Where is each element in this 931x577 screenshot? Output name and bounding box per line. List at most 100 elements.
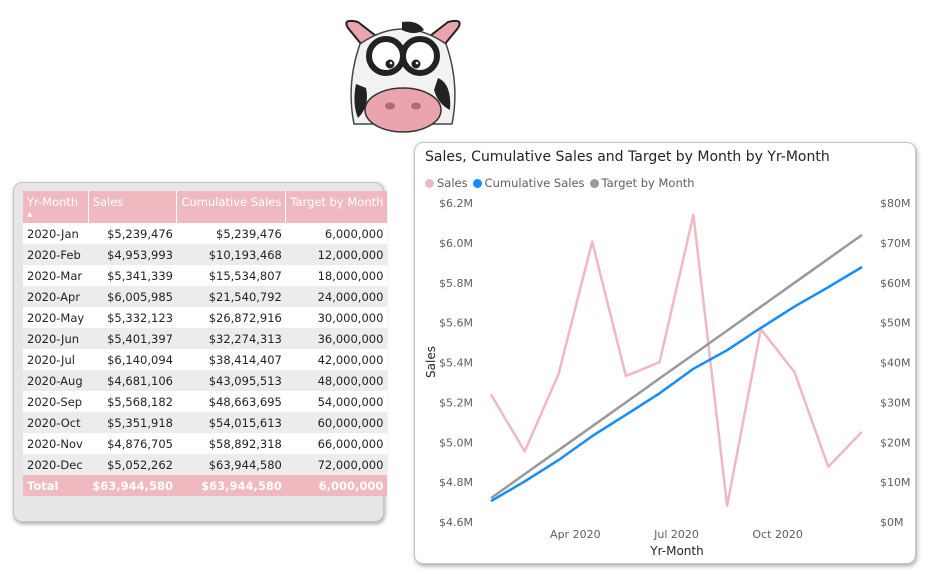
cell-cumulative: $21,540,792 — [176, 286, 286, 307]
cell-month: 2020-Jul — [23, 349, 89, 370]
series-line-target — [490, 233, 863, 500]
y2-tick-label: $80M — [880, 197, 911, 210]
y-tick-label: $5.4M — [439, 357, 473, 370]
cell-month: 2020-Nov — [23, 433, 89, 454]
cell-month: 2020-Sep — [23, 391, 89, 412]
sales-table-card: Yr-Month ▲ Sales Cumulative Sales Target… — [13, 182, 388, 522]
header-target-label: Target by Month — [290, 195, 384, 209]
legend-dot-cumulative — [472, 178, 482, 188]
total-sales: $63,944,580 — [88, 475, 177, 496]
header-sales[interactable]: Sales — [88, 191, 178, 223]
legend-item-target[interactable]: Target by Month — [589, 176, 695, 190]
cell-cumulative: $58,892,318 — [176, 433, 286, 454]
cell-month: 2020-Dec — [23, 454, 89, 475]
cell-cumulative: $43,095,513 — [176, 370, 286, 391]
cell-month: 2020-Jan — [23, 223, 89, 244]
legend-item-sales[interactable]: Sales — [425, 176, 468, 190]
table-row: 2020-Feb $4,953,993 $10,193,468 12,000,000 — [23, 244, 388, 265]
cell-cumulative: $26,872,916 — [176, 307, 286, 328]
table-row: 2020-May $5,332,123 $26,872,916 30,000,000 — [23, 307, 388, 328]
table-row: 2020-Mar $5,341,339 $15,534,807 18,000,000 — [23, 265, 388, 286]
cell-target: 30,000,000 — [285, 307, 388, 328]
legend-dot-sales — [425, 178, 434, 188]
cell-month: 2020-Jun — [23, 328, 89, 349]
sales-table: Yr-Month ▲ Sales Cumulative Sales Target… — [23, 191, 388, 496]
total-label: Total — [23, 475, 89, 496]
cell-target: 72,000,000 — [285, 454, 388, 475]
table-row: 2020-Aug $4,681,106 $43,095,513 48,000,000 — [23, 370, 388, 391]
legend-dot-target — [589, 178, 599, 188]
table-row: 2020-Oct $5,351,918 $54,015,613 60,000,000 — [23, 412, 388, 433]
y-tick-label: $5.2M — [439, 396, 473, 409]
cell-target: 54,000,000 — [285, 391, 388, 412]
line-chart-card: Sales, Cumulative Sales and Target by Mo… — [414, 142, 916, 564]
y2-tick-label: $60M — [880, 277, 911, 290]
cell-sales: $6,005,985 — [88, 286, 177, 307]
y-tick-label: $5.8M — [439, 277, 473, 290]
cell-cumulative: $10,193,468 — [176, 244, 286, 265]
cell-month: 2020-Feb — [23, 244, 89, 265]
table-row: 2020-Sep $5,568,182 $48,663,695 54,000,000 — [23, 391, 388, 412]
y-tick-label: $4.8M — [439, 476, 473, 489]
y-axis-title: Sales — [424, 346, 438, 378]
sort-ascending-icon: ▲ — [27, 210, 33, 218]
x-tick-label: Apr 2020 — [550, 528, 601, 541]
cell-cumulative: $15,534,807 — [176, 265, 286, 286]
y2-tick-label: $50M — [880, 317, 911, 330]
y2-tick-label: $30M — [880, 396, 911, 409]
cell-target: 18,000,000 — [285, 265, 388, 286]
x-tick-label: Jul 2020 — [653, 528, 699, 541]
cell-sales: $5,239,476 — [88, 223, 177, 244]
cell-target: 6,000,000 — [285, 223, 388, 244]
cell-target: 42,000,000 — [285, 349, 388, 370]
legend-label-target: Target by Month — [601, 176, 695, 190]
cell-sales: $5,341,339 — [88, 265, 177, 286]
header-target-by-month[interactable]: Target by Month — [285, 191, 388, 223]
table-total-row: Total $63,944,580 $63,944,580 6,000,000 — [23, 475, 388, 496]
cell-sales: $5,351,918 — [88, 412, 177, 433]
cell-month: 2020-Oct — [23, 412, 89, 433]
y-tick-label: $6.0M — [439, 237, 473, 250]
cell-sales: $6,140,094 — [88, 349, 177, 370]
series-line-sales — [489, 213, 863, 508]
total-cumulative: $63,944,580 — [176, 475, 286, 496]
cell-sales: $5,401,397 — [88, 328, 177, 349]
cell-cumulative: $32,274,313 — [176, 328, 286, 349]
header-cumulative-sales[interactable]: Cumulative Sales — [176, 191, 287, 223]
series-line-cumulative — [490, 265, 863, 503]
y-tick-label: $5.6M — [439, 317, 473, 330]
chart-legend: Sales Cumulative Sales Target by Month — [425, 176, 700, 190]
y-tick-label: $4.6M — [439, 516, 473, 529]
table-row: 2020-Jul $6,140,094 $38,414,407 42,000,000 — [23, 349, 388, 370]
y2-tick-label: $0M — [880, 516, 904, 529]
header-yr-month-label: Yr-Month — [27, 195, 79, 209]
cell-month: 2020-Mar — [23, 265, 89, 286]
cell-target: 24,000,000 — [285, 286, 388, 307]
cell-sales: $4,953,993 — [88, 244, 177, 265]
cell-cumulative: $54,015,613 — [176, 412, 286, 433]
cell-sales: $4,681,106 — [88, 370, 177, 391]
chart-title: Sales, Cumulative Sales and Target by Mo… — [425, 149, 830, 165]
cell-target: 60,000,000 — [285, 412, 388, 433]
cell-sales: $4,876,705 — [88, 433, 177, 454]
legend-item-cumulative[interactable]: Cumulative Sales — [472, 176, 585, 190]
cell-month: 2020-Apr — [23, 286, 89, 307]
x-tick-label: Oct 2020 — [752, 528, 803, 541]
y2-tick-label: $10M — [880, 476, 911, 489]
cell-cumulative: $5,239,476 — [176, 223, 286, 244]
cell-target: 36,000,000 — [285, 328, 388, 349]
y-tick-label: $6.2M — [439, 197, 473, 210]
y2-tick-label: $70M — [880, 237, 911, 250]
header-yr-month[interactable]: Yr-Month ▲ — [23, 191, 89, 223]
cell-month: 2020-Aug — [23, 370, 89, 391]
total-target: 6,000,000 — [285, 475, 388, 496]
legend-label-sales: Sales — [437, 176, 468, 190]
cell-sales: $5,568,182 — [88, 391, 177, 412]
table-row: 2020-Jan $5,239,476 $5,239,476 6,000,000 — [23, 223, 388, 244]
table-row: 2020-Apr $6,005,985 $21,540,792 24,000,000 — [23, 286, 388, 307]
cell-sales: $5,052,262 — [88, 454, 177, 475]
cell-target: 12,000,000 — [285, 244, 388, 265]
cell-sales: $5,332,123 — [88, 307, 177, 328]
y2-tick-label: $20M — [880, 436, 911, 449]
y-tick-label: $5.0M — [439, 436, 473, 449]
